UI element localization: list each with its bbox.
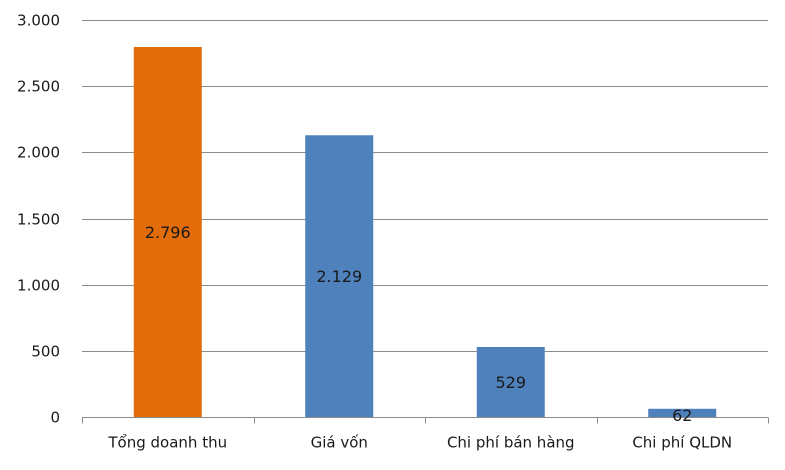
x-axis <box>82 417 769 424</box>
y-tick-label: 1.000 <box>17 277 60 295</box>
x-axis-category-labels: Tổng doanh thu Giá vốn Chi phí bán hàng Chi… <box>107 434 732 452</box>
bar <box>305 135 374 417</box>
y-tick-label: 2.000 <box>17 144 60 162</box>
y-tick-label: 2.500 <box>17 78 60 96</box>
data-label: 62 <box>672 406 692 425</box>
bar <box>476 346 545 417</box>
bars <box>133 46 717 417</box>
y-tick-label: 0 <box>50 409 60 427</box>
data-label: 2.129 <box>316 267 362 286</box>
y-axis-tick-labels: 0 500 1.000 1.500 2.000 2.500 3.000 <box>17 12 60 427</box>
x-tick-label: Chi phí QLDN <box>632 434 732 452</box>
y-tick-label: 1.500 <box>17 211 60 229</box>
y-tick-label: 3.000 <box>17 12 60 30</box>
bar <box>133 46 202 417</box>
data-label: 2.796 <box>145 223 191 242</box>
bar <box>648 408 717 417</box>
x-tick-label: Giá vốn <box>311 434 368 452</box>
data-label: 529 <box>495 373 526 392</box>
data-labels: 2.796 2.129 529 62 <box>145 223 693 425</box>
x-tick-label: Tổng doanh thu <box>107 434 227 452</box>
y-tick-label: 500 <box>31 343 60 361</box>
x-tick-label: Chi phí bán hàng <box>447 434 575 452</box>
